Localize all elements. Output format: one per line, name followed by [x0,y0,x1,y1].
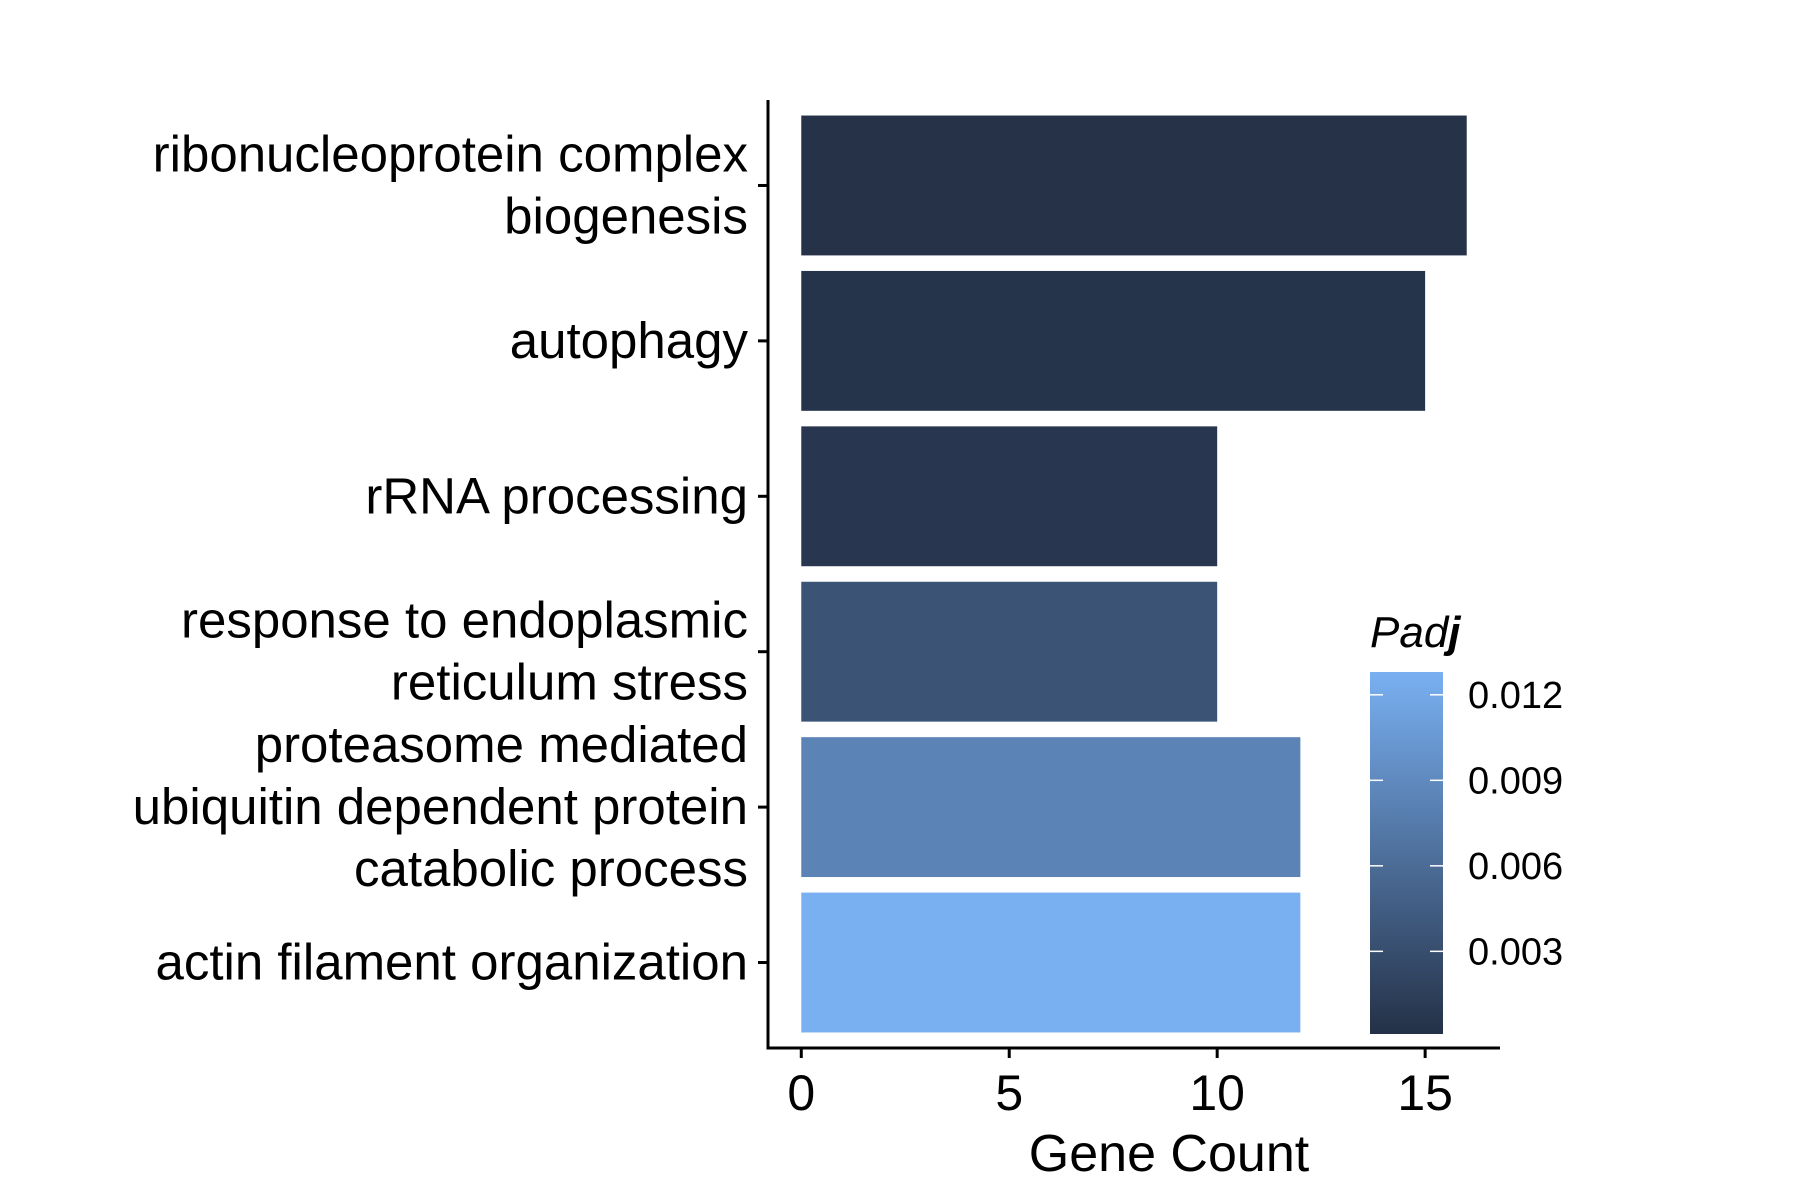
category-label-line: actin filament organization [155,934,748,991]
legend-tick-label: 0.003 [1468,931,1563,973]
category-label-line: ribonucleoprotein complex [153,125,748,182]
bar [801,892,1301,1033]
legend-tick-label: 0.006 [1468,846,1563,888]
y-axis [758,100,770,1050]
category-label-line: rRNA processing [365,467,748,524]
category-label-line: autophagy [510,312,749,369]
x-tick-label: 10 [1189,1065,1245,1121]
category-label-line: response to endoplasmic [181,592,748,649]
category-label: actin filament organization [155,934,748,991]
category-label: rRNA processing [365,467,748,524]
bar [801,115,1467,256]
bar [801,426,1218,567]
category-label: response to endoplasmic reticulum stress [181,592,748,711]
category-label-line: ubiquitin dependent protein [133,778,748,835]
x-tick-label: 15 [1397,1065,1453,1121]
x-axis: 0 5 10 15 [766,1046,1500,1121]
legend-tick-label: 0.009 [1468,760,1563,802]
legend-colorbar-fill [1370,672,1443,1034]
category-label-line: catabolic process [354,840,748,897]
bar [801,581,1218,722]
category-label-line: biogenesis [504,187,748,244]
padj-legend: Padj 0.003 0.006 0.009 0.012 [1370,608,1563,1034]
category-label-line: proteasome mediated [255,716,748,773]
x-axis-title: Gene Count [1029,1125,1310,1183]
legend-title: Padj [1370,608,1461,657]
bar [801,270,1426,411]
bar [801,737,1301,878]
category-label: ribonucleoprotein complex biogenesis [153,125,748,244]
legend-colorbar [1370,672,1443,1034]
category-label: autophagy [510,312,749,369]
category-label-line: reticulum stress [391,654,748,711]
legend-title-suffix: j [1443,608,1461,657]
legend-ticks: 0.003 0.006 0.009 0.012 [1370,675,1563,973]
x-tick-label: 0 [787,1065,815,1121]
y-axis-labels: ribonucleoprotein complex biogenesis autop… [133,125,749,990]
legend-tick-label: 0.012 [1468,675,1563,717]
category-label: proteasome mediated ubiquitin dependent p… [133,716,748,897]
legend-title-prefix: Pad [1370,608,1450,657]
bars-group [801,115,1467,1033]
x-tick-label: 5 [995,1065,1023,1121]
